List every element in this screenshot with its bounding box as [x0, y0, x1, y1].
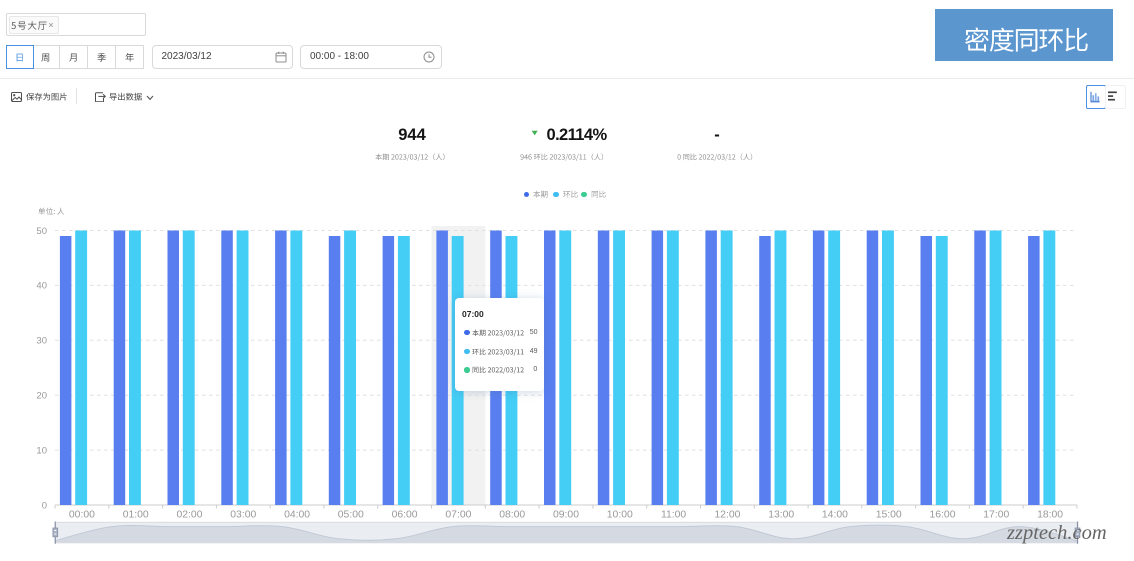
svg-text:16:00: 16:00: [929, 510, 955, 521]
svg-text:12:00: 12:00: [714, 510, 740, 521]
svg-text:07:00: 07:00: [445, 510, 471, 521]
svg-text:40: 40: [36, 281, 47, 292]
svg-text:20: 20: [36, 391, 47, 402]
svg-text:50: 50: [36, 226, 47, 237]
svg-text:0: 0: [42, 500, 47, 511]
svg-text:10:00: 10:00: [607, 510, 633, 521]
svg-text:04:00: 04:00: [284, 510, 310, 521]
svg-text:30: 30: [36, 336, 47, 347]
svg-text:10: 10: [36, 445, 47, 456]
svg-text:14:00: 14:00: [822, 510, 848, 521]
svg-text:13:00: 13:00: [768, 510, 794, 521]
svg-text:01:00: 01:00: [123, 510, 149, 521]
svg-text:09:00: 09:00: [553, 510, 579, 521]
svg-text:03:00: 03:00: [230, 510, 256, 521]
svg-text:11:00: 11:00: [661, 510, 686, 521]
svg-text:02:00: 02:00: [176, 510, 202, 521]
svg-text:18:00: 18:00: [1037, 510, 1063, 521]
svg-text:15:00: 15:00: [876, 510, 902, 521]
svg-text:06:00: 06:00: [392, 510, 418, 521]
svg-text:08:00: 08:00: [499, 510, 525, 521]
svg-text:00:00: 00:00: [69, 510, 95, 521]
svg-text:05:00: 05:00: [338, 510, 364, 521]
svg-text:17:00: 17:00: [983, 510, 1009, 521]
